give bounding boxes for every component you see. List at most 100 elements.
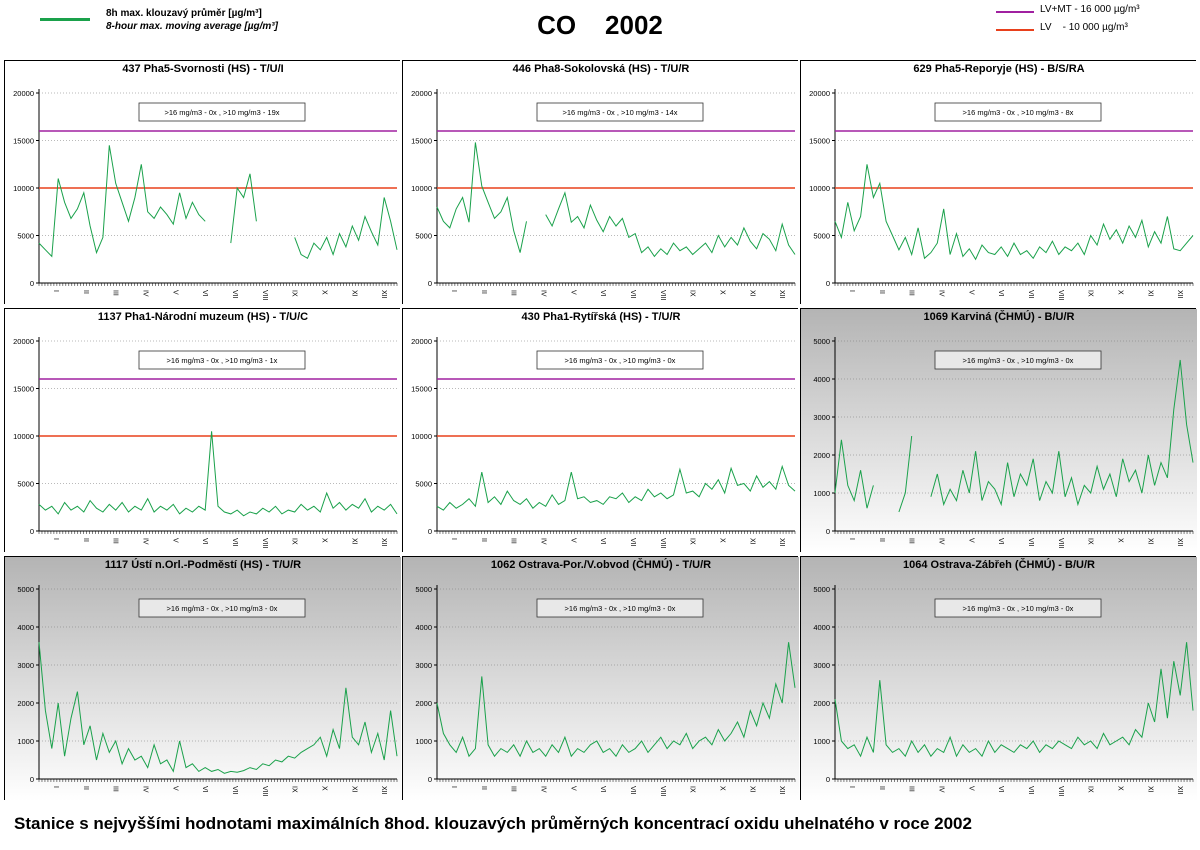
y-tick-label: 1000 [17, 737, 34, 746]
chart-svg: 1062 Ostrava-Por./V.obvod (ČHMÚ) - T/U/R… [403, 557, 799, 801]
x-month-label: VIII [659, 786, 666, 797]
x-month-label: VI [997, 290, 1004, 297]
x-month-label: V [171, 786, 178, 791]
x-month-label: III [510, 538, 517, 544]
chart-svg: 1069 Karviná (ČHMÚ) - B/U/R 0 1000 2000 3000… [801, 309, 1197, 553]
x-month-label: IV [539, 290, 546, 297]
x-month-label: III [112, 290, 119, 296]
x-month-label: III [510, 786, 517, 792]
y-tick-label: 2000 [813, 699, 830, 708]
x-month-label: V [569, 538, 576, 543]
x-month-label: XII [380, 538, 387, 547]
x-month-label: III [908, 786, 915, 792]
chart-panel: 430 Pha1-Rytířská (HS) - T/U/R 0 5000 10000… [402, 308, 799, 553]
chart-svg: 1117 Ústí n.Orl.-Podměstí (HS) - T/U/R 0 1… [5, 557, 401, 801]
y-tick-label: 0 [428, 775, 432, 784]
exceedance-box [536, 598, 704, 618]
y-tick-label: 0 [428, 527, 432, 536]
x-month-label: X [718, 290, 725, 295]
x-month-label: VII [629, 538, 636, 547]
y-tick-label: 20000 [809, 89, 830, 98]
series-label-cz: 8h max. klouzavý průměr [µg/m³] [106, 8, 262, 19]
series-line [294, 197, 398, 260]
x-month-label: XI [1146, 786, 1153, 793]
y-tick-label: 15000 [13, 137, 34, 146]
exceedance-text: >16 mg/m3 - 0x , >10 mg/m3 - 0x [565, 604, 676, 613]
x-month-label: I [450, 786, 457, 788]
x-month-label: X [320, 786, 327, 791]
chart-panel: 1064 Ostrava-Zábřeh (ČHMÚ) - B/U/R 0 1000 2… [800, 556, 1197, 801]
x-month-label: IX [291, 290, 298, 297]
x-month-label: VIII [1057, 538, 1064, 549]
limit-swatch-lvmt [996, 11, 1034, 13]
x-month-label: III [510, 290, 517, 296]
series-line [545, 191, 796, 258]
x-month-label: VI [201, 290, 208, 297]
panel-background [5, 61, 401, 305]
x-month-label: IX [689, 290, 696, 297]
y-tick-label: 10000 [809, 184, 830, 193]
exceedance-box [934, 102, 1102, 122]
x-month-label: X [320, 290, 327, 295]
y-tick-label: 5000 [813, 337, 830, 346]
x-month-label: VIII [261, 786, 268, 797]
y-tick-label: 5000 [813, 232, 830, 241]
x-month-label: V [171, 290, 178, 295]
x-month-label: V [569, 786, 576, 791]
x-month-label: II [82, 538, 89, 542]
x-month-label: VIII [261, 290, 268, 301]
x-month-label: X [718, 538, 725, 543]
y-tick-label: 3000 [17, 661, 34, 670]
y-tick-label: 3000 [813, 413, 830, 422]
x-month-label: XI [748, 538, 755, 545]
x-month-label: I [52, 290, 59, 292]
y-tick-label: 15000 [411, 385, 432, 394]
x-month-label: IV [937, 538, 944, 545]
y-tick-label: 15000 [13, 385, 34, 394]
x-month-label: II [480, 786, 487, 790]
limit-label-lvmt: LV+MT - 16 000 µg/m³ [1040, 4, 1140, 15]
y-tick-label: 0 [826, 527, 830, 536]
x-month-label: VI [599, 290, 606, 297]
x-month-label: VII [231, 290, 238, 299]
exceedance-box [934, 598, 1102, 618]
panel-background [403, 557, 799, 801]
y-tick-label: 4000 [415, 623, 432, 632]
chart-panel: 437 Pha5-Svornosti (HS) - T/U/I 0 5000 1000… [4, 60, 401, 305]
x-month-label: IX [1087, 538, 1094, 545]
exceedance-box [138, 598, 306, 618]
chart-title: 1062 Ostrava-Por./V.obvod (ČHMÚ) - T/U/R [491, 558, 711, 571]
x-month-label: IV [539, 786, 546, 793]
x-month-label: X [320, 538, 327, 543]
x-month-label: XI [748, 290, 755, 297]
y-tick-label: 5000 [813, 585, 830, 594]
chart-title: 1069 Karviná (ČHMÚ) - B/U/R [924, 310, 1075, 323]
chart-title: 1117 Ústí n.Orl.-Podměstí (HS) - T/U/R [105, 558, 301, 571]
x-month-label: II [82, 786, 89, 790]
chart-svg: 629 Pha5-Reporyje (HS) - B/S/RA 0 5000 1000… [801, 61, 1197, 305]
x-month-label: IX [689, 538, 696, 545]
y-tick-label: 20000 [411, 89, 432, 98]
panel-background [403, 61, 799, 305]
chart-title: 629 Pha5-Reporyje (HS) - B/S/RA [913, 63, 1084, 75]
x-month-label: III [908, 538, 915, 544]
exceedance-text: >16 mg/m3 - 0x , >10 mg/m3 - 8x [963, 108, 1074, 117]
chart-svg: 1137 Pha1-Národní muzeum (HS) - T/U/C 0 50… [5, 309, 401, 553]
x-month-label: VIII [659, 290, 666, 301]
x-month-label: IV [141, 538, 148, 545]
chart-title: 446 Pha8-Sokolovská (HS) - T/U/R [513, 63, 690, 75]
chart-panel: 1062 Ostrava-Por./V.obvod (ČHMÚ) - T/U/R… [402, 556, 799, 801]
limit-legend-row-2: LV - 10 000 µg/m³ [996, 22, 1196, 38]
x-month-label: VII [1027, 538, 1034, 547]
chart-title: 1137 Pha1-Národní muzeum (HS) - T/U/C [98, 311, 308, 323]
exceedance-box [536, 102, 704, 122]
y-tick-label: 0 [826, 775, 830, 784]
x-month-label: IV [141, 290, 148, 297]
y-tick-label: 15000 [809, 137, 830, 146]
series-line [834, 164, 1194, 261]
x-month-label: IX [1087, 290, 1094, 297]
y-tick-label: 5000 [415, 480, 432, 489]
y-tick-label: 5000 [17, 232, 34, 241]
chart-grid: 437 Pha5-Svornosti (HS) - T/U/I 0 5000 1000… [4, 60, 1198, 804]
y-tick-label: 4000 [813, 375, 830, 384]
